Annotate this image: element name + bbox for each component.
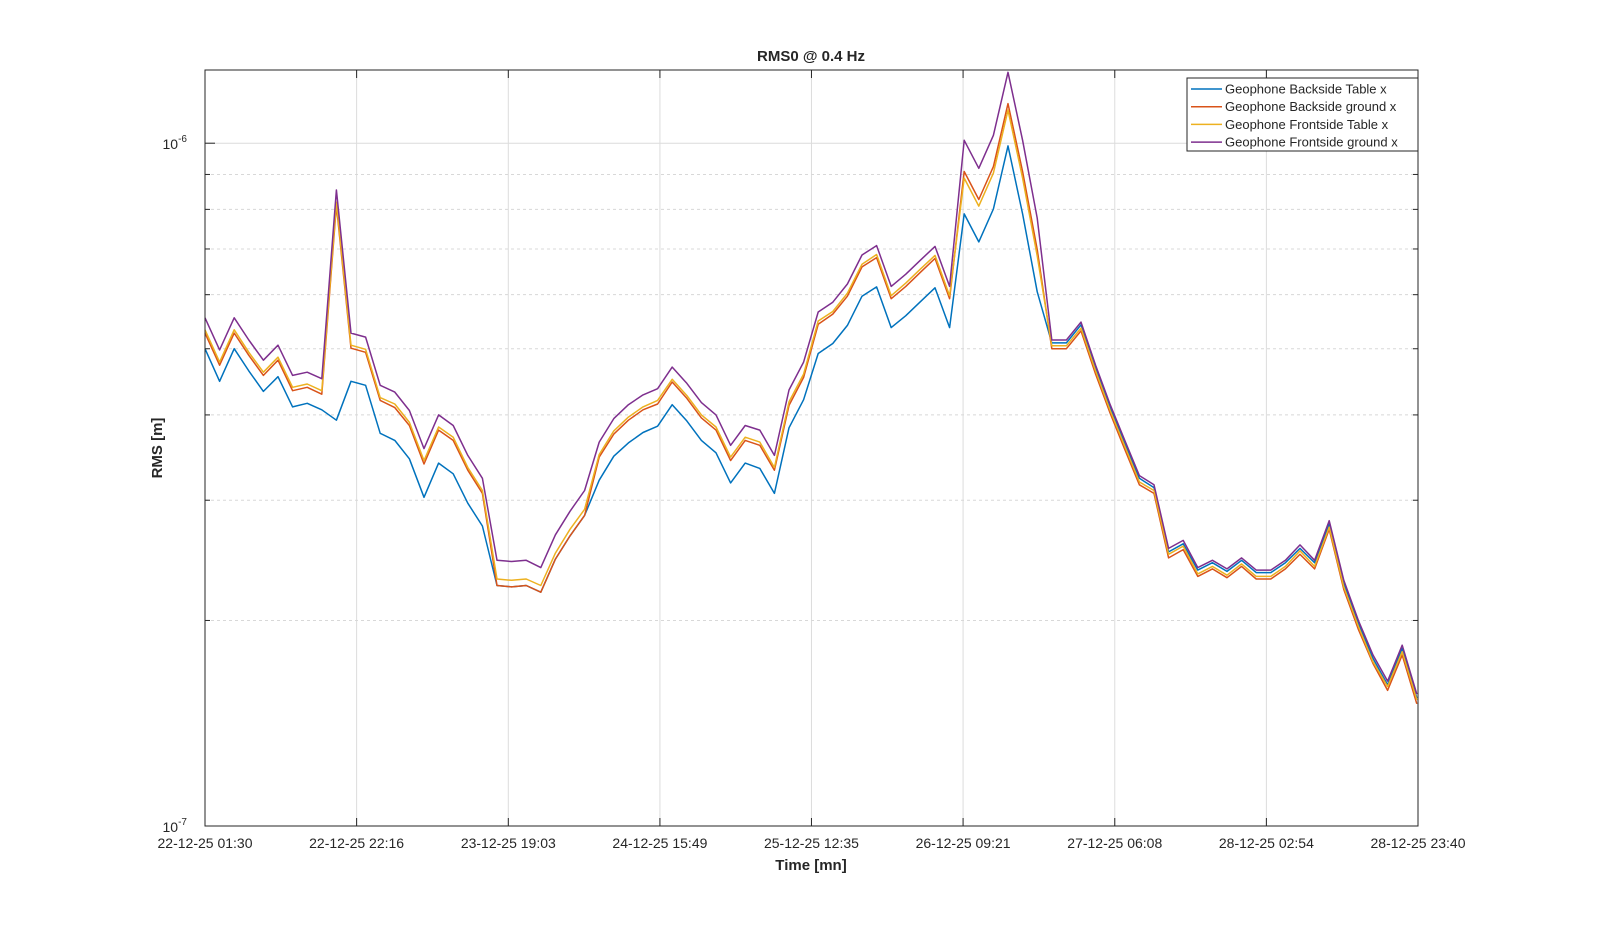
series-line-geophone-backside-ground-x bbox=[204, 102, 1418, 705]
x-axis-label: Time [mn] bbox=[775, 857, 846, 874]
legend-label: Geophone Frontside ground x bbox=[1225, 135, 1398, 150]
y-tick-exponent: -7 bbox=[178, 817, 187, 828]
y-tick-label: 10-7 bbox=[163, 817, 188, 835]
x-tick-label: 24-12-25 15:49 bbox=[612, 835, 707, 851]
series-line-geophone-backside-table-x bbox=[204, 145, 1418, 699]
y-tick-label: 10-6 bbox=[163, 134, 188, 152]
x-tick-label: 28-12-25 23:40 bbox=[1371, 835, 1466, 851]
x-tick-label: 28-12-25 02:54 bbox=[1219, 835, 1314, 851]
x-tick-label: 22-12-25 22:16 bbox=[309, 835, 404, 851]
series-line-geophone-frontside-table-x bbox=[204, 109, 1418, 701]
x-tick-label: 22-12-25 01:30 bbox=[158, 835, 253, 851]
legend: Geophone Backside Table x Geophone Backsi… bbox=[1186, 77, 1419, 152]
legend-label: Geophone Backside ground x bbox=[1225, 99, 1397, 114]
legend-box bbox=[1186, 77, 1419, 152]
grid bbox=[205, 70, 1418, 826]
x-tick-label: 25-12-25 12:35 bbox=[764, 835, 859, 851]
y-tick-base: 10 bbox=[163, 819, 179, 835]
chart-title: RMS0 @ 0.4 Hz bbox=[757, 48, 865, 65]
series-line-geophone-frontside-ground-x bbox=[204, 71, 1418, 695]
legend-label: Geophone Backside Table x bbox=[1225, 82, 1387, 97]
x-tick-label: 23-12-25 19:03 bbox=[461, 835, 556, 851]
legend-label: Geophone Frontside Table x bbox=[1225, 117, 1389, 132]
ticks: 22-12-25 01:30 22-12-25 22:16 23-12-25 19:… bbox=[158, 70, 1466, 851]
plot-lines bbox=[204, 71, 1418, 705]
x-tick-label: 26-12-25 09:21 bbox=[916, 835, 1011, 851]
y-tick-exponent: -6 bbox=[178, 134, 187, 145]
x-tick-label: 27-12-25 06:08 bbox=[1067, 835, 1162, 851]
y-axis-label: RMS [m] bbox=[149, 418, 166, 479]
y-tick-base: 10 bbox=[163, 136, 179, 152]
